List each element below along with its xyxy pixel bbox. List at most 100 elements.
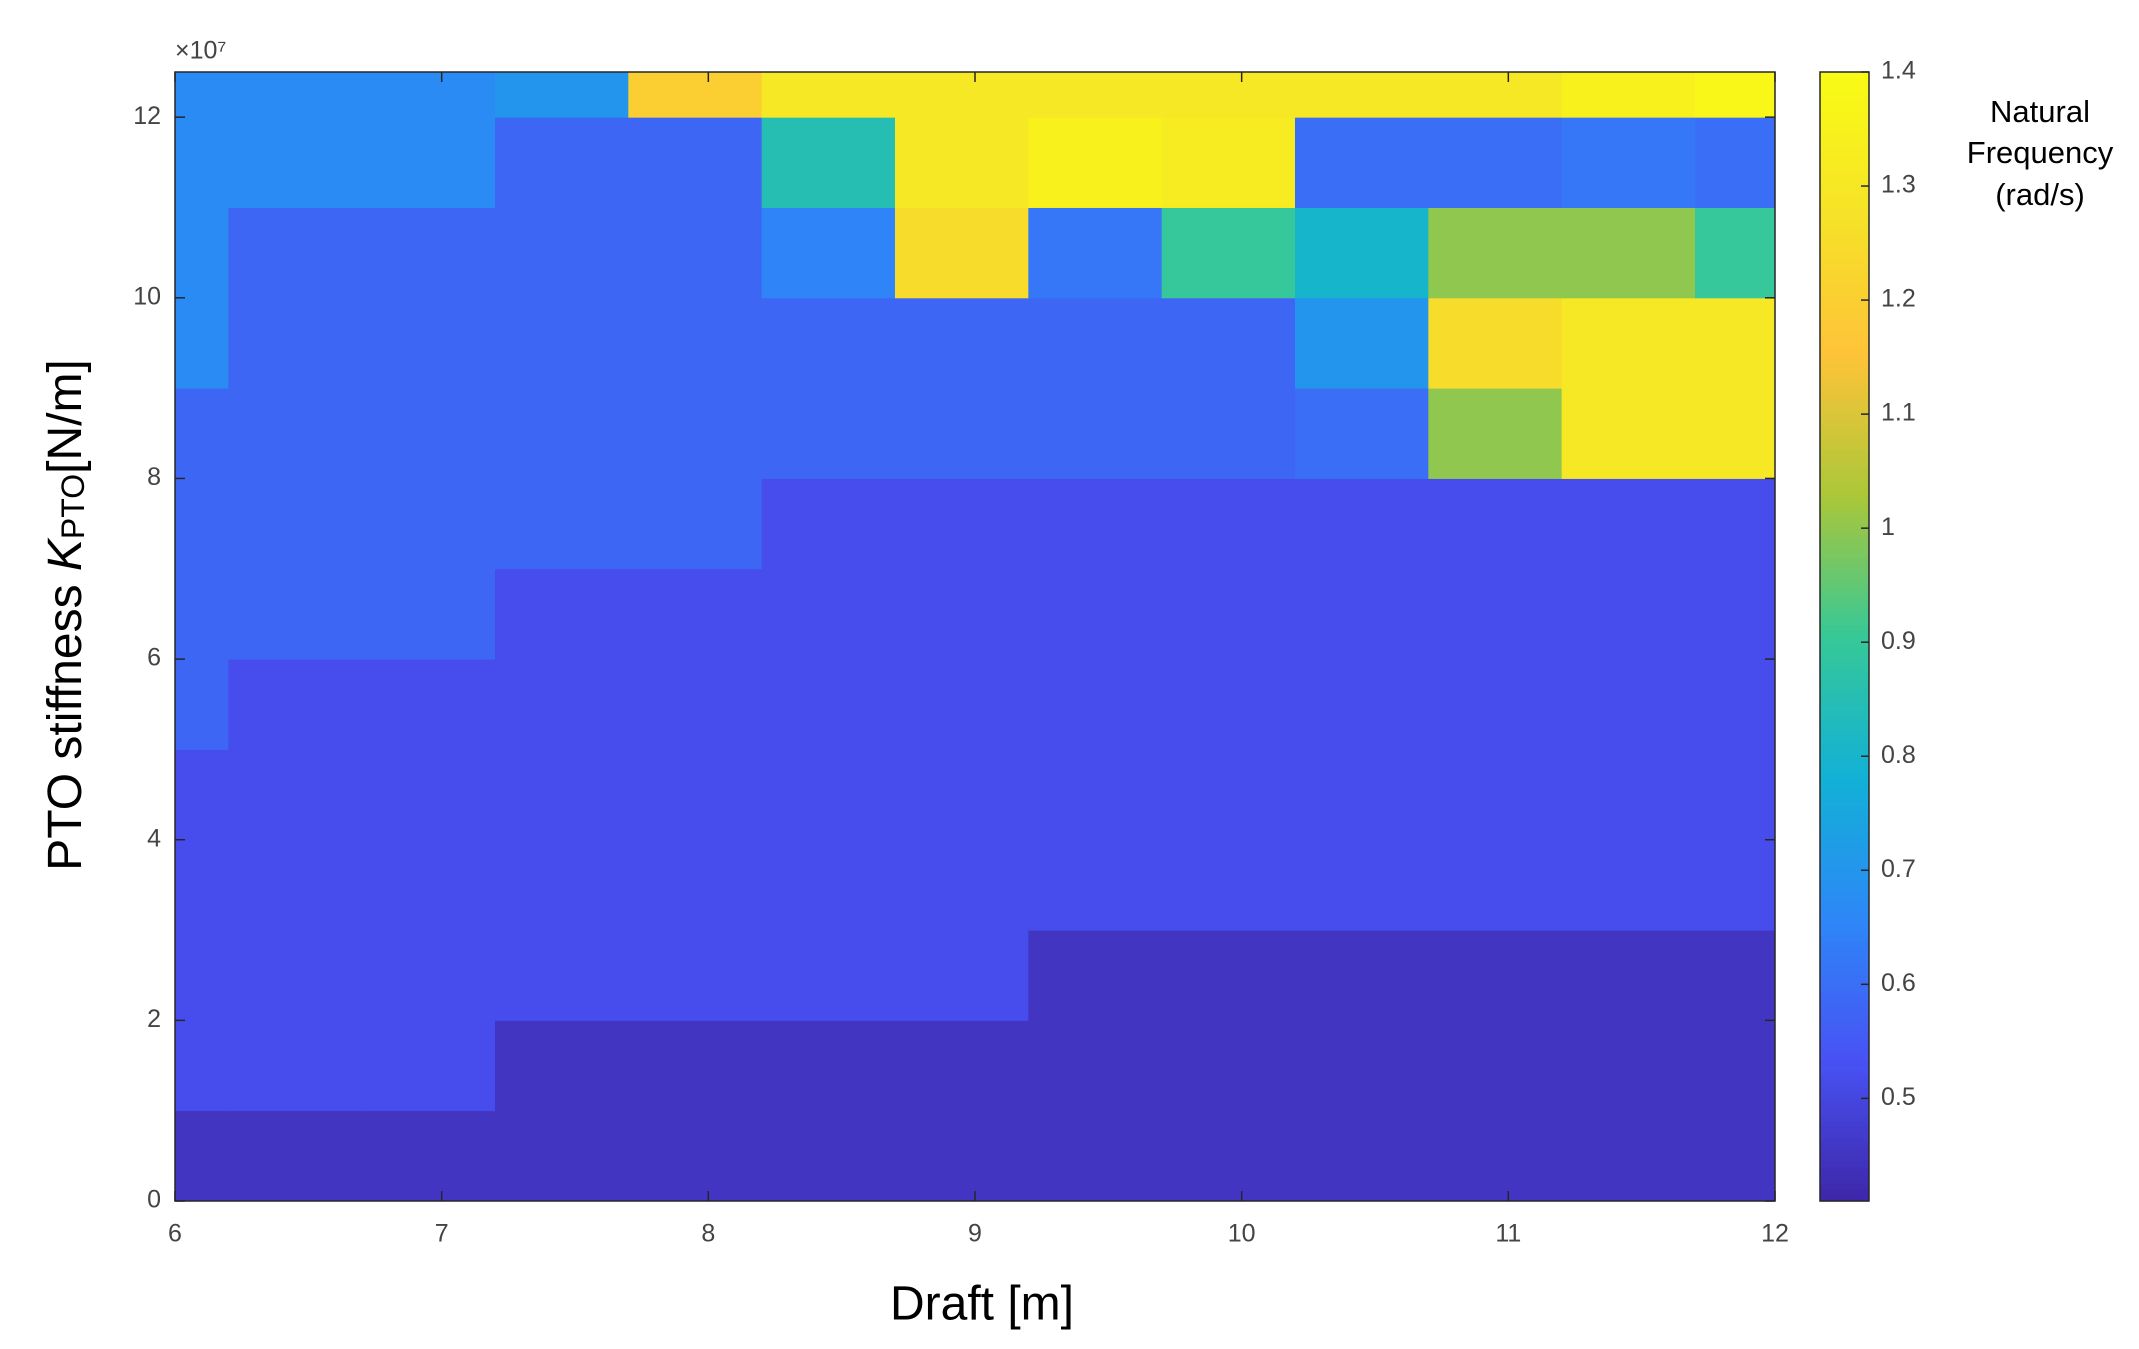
colorbar-band bbox=[1820, 664, 1869, 671]
colorbar-band bbox=[1820, 523, 1869, 530]
colorbar-band bbox=[1820, 963, 1869, 971]
heat-cell bbox=[175, 839, 229, 931]
heat-cell bbox=[1561, 207, 1696, 299]
heat-cell bbox=[761, 72, 896, 118]
heat-cell bbox=[1428, 207, 1563, 299]
colorbar-tick-label: 0.7 bbox=[1881, 855, 1916, 883]
colorbar-band bbox=[1820, 636, 1869, 643]
heat-cell bbox=[1295, 1110, 1429, 1202]
colorbar-band bbox=[1820, 1184, 1869, 1191]
colorbar-band bbox=[1820, 862, 1869, 869]
heat-cell bbox=[628, 297, 763, 389]
colorbar-band bbox=[1820, 1116, 1869, 1123]
colorbar-band bbox=[1820, 551, 1869, 559]
colorbar-band bbox=[1820, 591, 1869, 598]
heat-cell bbox=[1428, 1020, 1563, 1112]
heat-cell bbox=[361, 1020, 496, 1112]
heat-cell bbox=[228, 1110, 363, 1202]
colorbar-band bbox=[1820, 478, 1869, 485]
y-tick-label: 4 bbox=[147, 824, 161, 852]
colorbar-band bbox=[1820, 1037, 1869, 1044]
colorbar-band bbox=[1820, 433, 1869, 440]
colorbar-band bbox=[1820, 1042, 1869, 1050]
colorbar-band bbox=[1820, 1150, 1869, 1157]
heat-cell bbox=[1428, 930, 1563, 1021]
colorbar-band bbox=[1820, 907, 1869, 914]
heat-cell bbox=[1561, 1110, 1696, 1202]
colorbar-band bbox=[1820, 405, 1869, 412]
heat-cell bbox=[1695, 659, 1776, 750]
heat-cell bbox=[895, 839, 1029, 931]
colorbar-band bbox=[1820, 755, 1869, 762]
colorbar-band bbox=[1820, 241, 1869, 248]
heat-cell bbox=[1295, 930, 1429, 1021]
colorbar-band bbox=[1820, 94, 1869, 101]
heat-cell bbox=[1295, 839, 1429, 931]
heat-cell bbox=[1161, 207, 1296, 299]
colorbar-band bbox=[1820, 286, 1869, 293]
colorbar-band bbox=[1820, 890, 1869, 897]
colorbar-band bbox=[1820, 557, 1869, 564]
colorbar-band bbox=[1820, 320, 1869, 327]
heat-cell bbox=[361, 207, 496, 299]
colorbar-band bbox=[1820, 884, 1869, 892]
colorbar-band bbox=[1820, 218, 1869, 226]
heat-cell bbox=[1428, 568, 1563, 660]
heat-cell bbox=[628, 72, 763, 118]
colorbar-band bbox=[1820, 1076, 1869, 1084]
colorbar-label: (rad/s) bbox=[1995, 177, 2085, 212]
heat-cell bbox=[761, 388, 896, 479]
colorbar-band bbox=[1820, 450, 1869, 457]
colorbar-band bbox=[1820, 292, 1869, 299]
colorbar-band bbox=[1820, 1003, 1869, 1010]
colorbar-band bbox=[1820, 365, 1869, 372]
colorbar-band bbox=[1820, 1189, 1869, 1196]
heat-cell bbox=[1161, 478, 1296, 570]
heat-cell bbox=[628, 930, 763, 1021]
colorbar-band bbox=[1820, 303, 1869, 310]
colorbar-tick-label: 0.9 bbox=[1881, 627, 1916, 655]
colorbar-band bbox=[1820, 935, 1869, 942]
colorbar-band bbox=[1820, 986, 1869, 993]
colorbar-band bbox=[1820, 828, 1869, 835]
y-axis-label: PTO stiffness KPTO[N/m] bbox=[39, 359, 92, 871]
heat-cell bbox=[895, 1110, 1029, 1202]
heat-cell bbox=[228, 297, 363, 389]
colorbar-band bbox=[1820, 687, 1869, 694]
heat-cell bbox=[628, 388, 763, 479]
heat-cell bbox=[761, 749, 896, 841]
heat-cell bbox=[1295, 478, 1429, 570]
heat-cell bbox=[628, 117, 763, 208]
heat-cell bbox=[1561, 568, 1696, 660]
colorbar-band bbox=[1820, 246, 1869, 254]
colorbar-band bbox=[1820, 512, 1869, 519]
colorbar-band bbox=[1820, 342, 1869, 350]
colorbar-band bbox=[1820, 715, 1869, 722]
colorbar-band bbox=[1820, 83, 1869, 90]
colorbar-band bbox=[1820, 1082, 1869, 1089]
colorbar-band bbox=[1820, 856, 1869, 863]
colorbar-band bbox=[1820, 72, 1869, 79]
heat-cell bbox=[1161, 1020, 1296, 1112]
colorbar-band bbox=[1820, 732, 1869, 739]
heat-cell bbox=[1695, 839, 1776, 931]
heat-cell bbox=[175, 930, 229, 1021]
colorbar-band bbox=[1820, 653, 1869, 660]
colorbar-band bbox=[1820, 1138, 1869, 1146]
colorbar-band bbox=[1820, 167, 1869, 175]
heat-cell bbox=[1561, 478, 1696, 570]
colorbar-band bbox=[1820, 958, 1869, 965]
heat-cell bbox=[361, 930, 496, 1021]
heat-cell bbox=[761, 659, 896, 750]
colorbar-band bbox=[1820, 692, 1869, 700]
colorbar-band bbox=[1820, 580, 1869, 587]
colorbar-band bbox=[1820, 501, 1869, 508]
heat-cell bbox=[1295, 388, 1429, 479]
heat-cell bbox=[1161, 1110, 1296, 1202]
heat-cell bbox=[1295, 117, 1429, 208]
colorbar-band bbox=[1820, 201, 1869, 209]
colorbar-band bbox=[1820, 1121, 1869, 1129]
colorbar-band bbox=[1820, 788, 1869, 796]
colorbar-band bbox=[1820, 659, 1869, 666]
